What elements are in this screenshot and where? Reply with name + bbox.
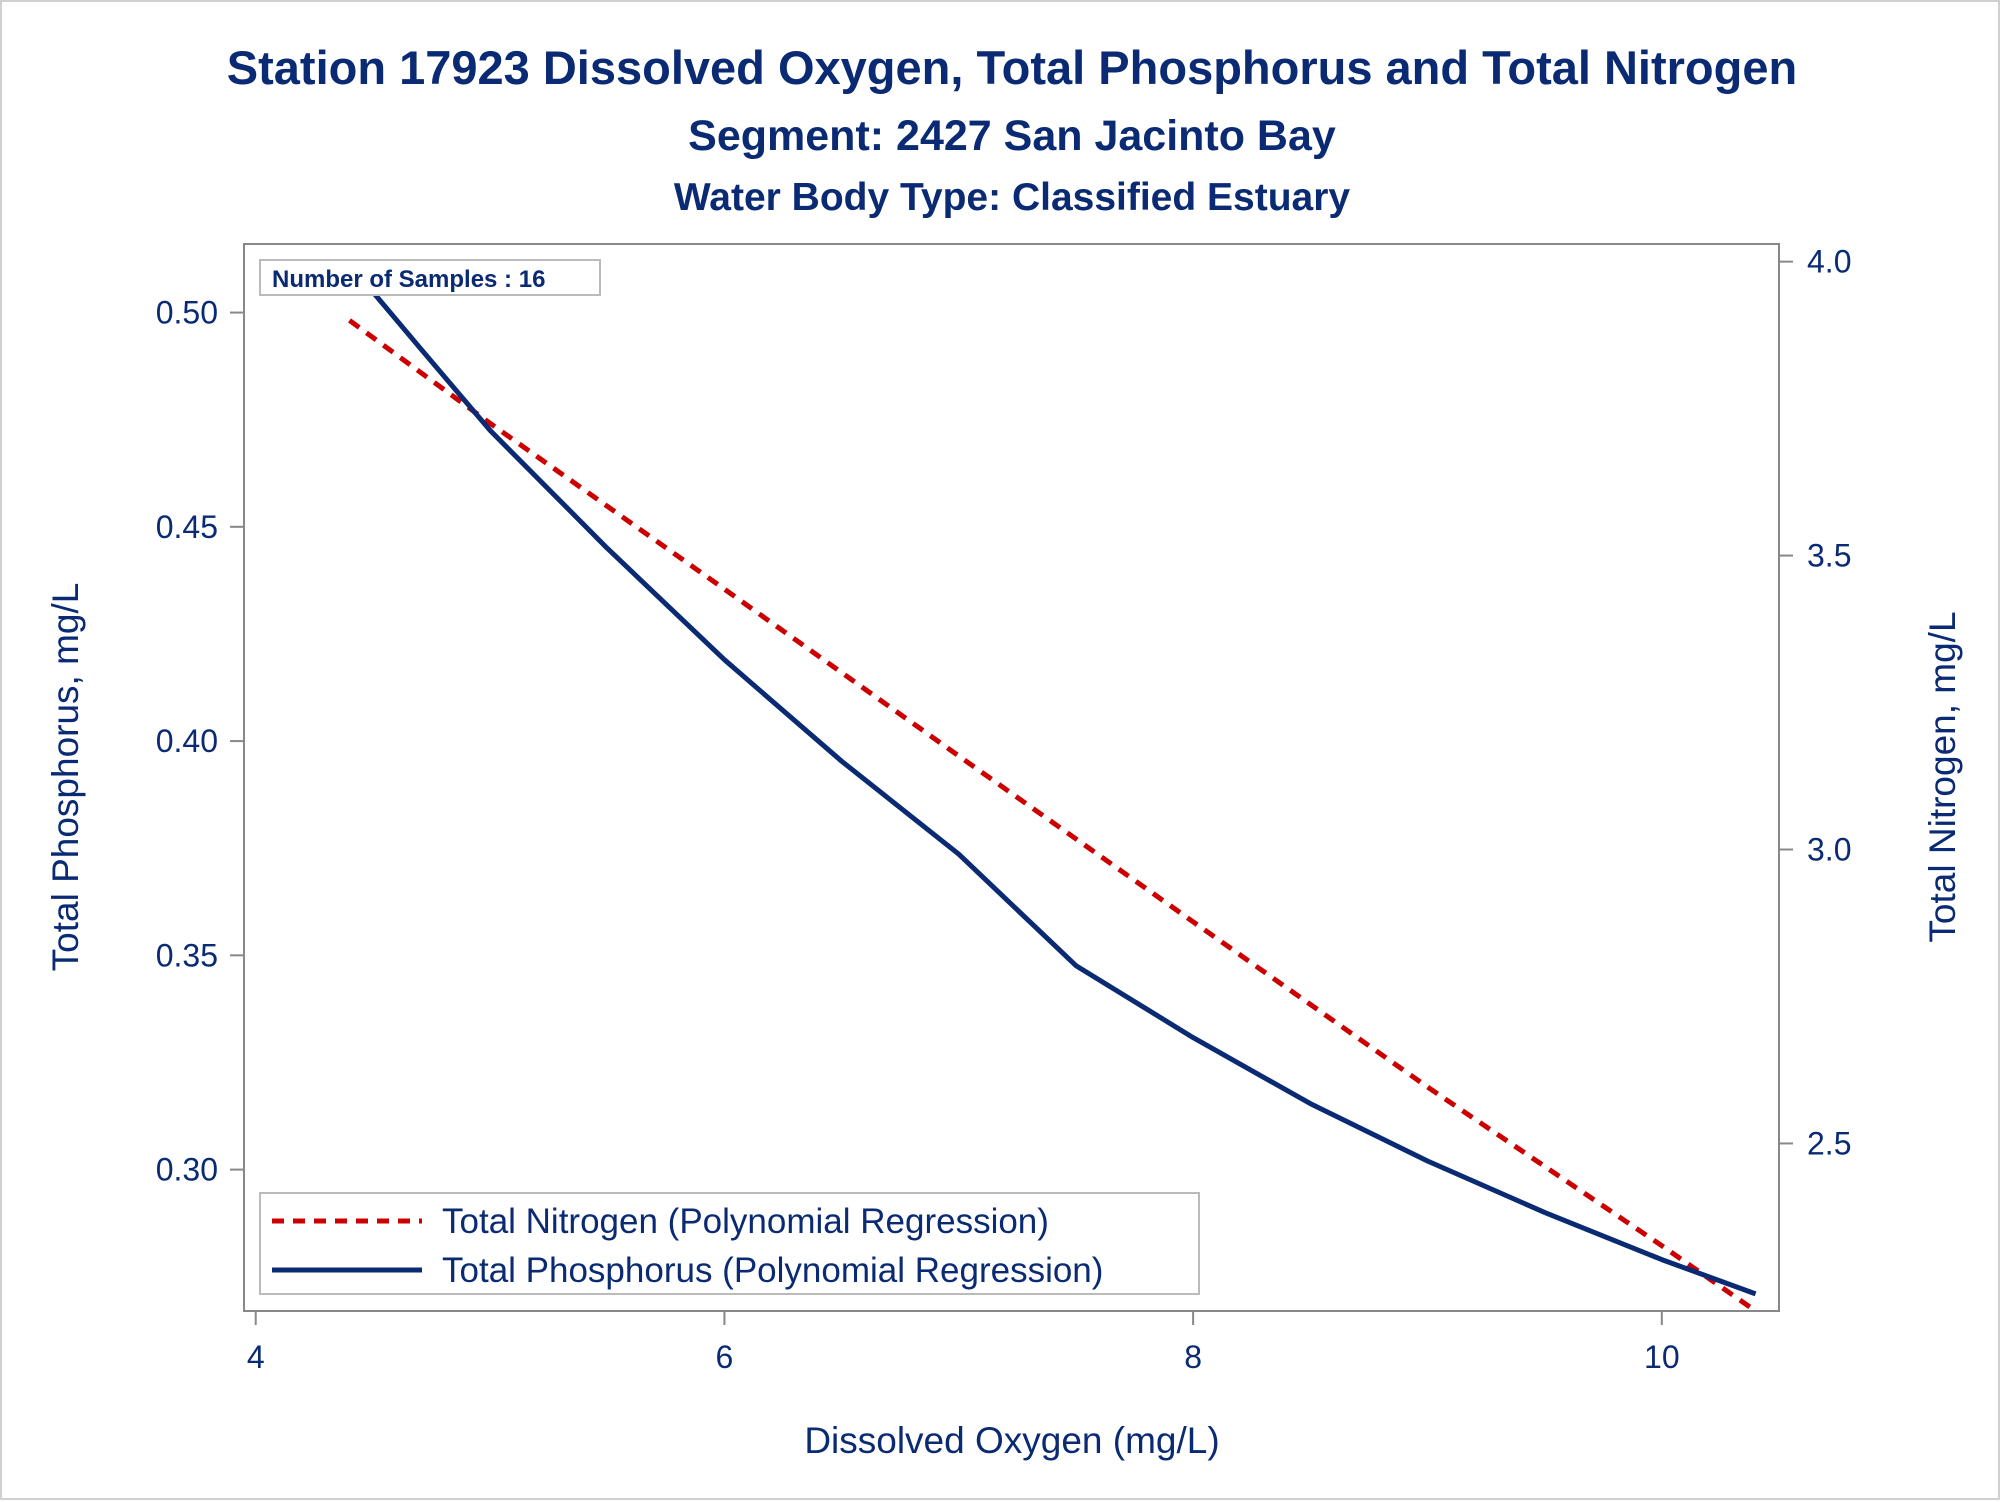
x-tick-label: 4 [247, 1339, 265, 1375]
y-axis-right: 2.5 3.0 3.5 4.0 [1779, 244, 1851, 1161]
legend-label-nitrogen: Total Nitrogen (Polynomial Regression) [442, 1202, 1049, 1241]
y-tick-label: 0.35 [156, 937, 218, 973]
series-line-nitrogen [348, 318, 1758, 1314]
y2-tick-label: 2.5 [1807, 1125, 1851, 1161]
legend: Total Nitrogen (Polynomial Regression) T… [259, 1192, 1200, 1295]
y2-tick-label: 3.5 [1807, 538, 1851, 574]
x-axis-label: Dissolved Oxygen (mg/L) [804, 1420, 1219, 1461]
y-tick-label: 0.50 [156, 295, 218, 331]
x-tick-label: 8 [1184, 1339, 1202, 1375]
y-tick-label: 0.30 [156, 1152, 218, 1188]
legend-box [259, 1192, 1200, 1295]
y-axis-left: 0.30 0.35 0.40 0.45 0.50 [156, 295, 244, 1188]
series-layer [347, 260, 1758, 1314]
x-axis: 4 6 8 10 [247, 1311, 1680, 1375]
y-axis-right-label: Total Nitrogen, mg/L [1922, 611, 1963, 942]
legend-label-phosphorus: Total Phosphorus (Polynomial Regression) [442, 1251, 1103, 1290]
samples-inset-text: Number of Samples : 16 [272, 266, 545, 293]
chart-subtitle: Segment: 2427 San Jacinto Bay [688, 112, 1336, 160]
y2-tick-label: 4.0 [1807, 244, 1851, 280]
samples-inset: Number of Samples : 16 [259, 259, 601, 296]
samples-inset-box [259, 259, 601, 296]
y-tick-label: 0.40 [156, 723, 218, 759]
y-axis-left-label: Total Phosphorus, mg/L [45, 583, 86, 972]
series-line-phosphorus [347, 260, 1757, 1297]
plot-area [243, 243, 1780, 1312]
x-tick-label: 6 [716, 1339, 734, 1375]
x-tick-label: 10 [1644, 1339, 1680, 1375]
y2-tick-label: 3.0 [1807, 832, 1851, 868]
y-tick-label: 0.45 [156, 509, 218, 545]
chart-title: Station 17923 Dissolved Oxygen, Total Ph… [227, 41, 1797, 94]
chart-subtitle-2: Water Body Type: Classified Estuary [674, 176, 1350, 219]
